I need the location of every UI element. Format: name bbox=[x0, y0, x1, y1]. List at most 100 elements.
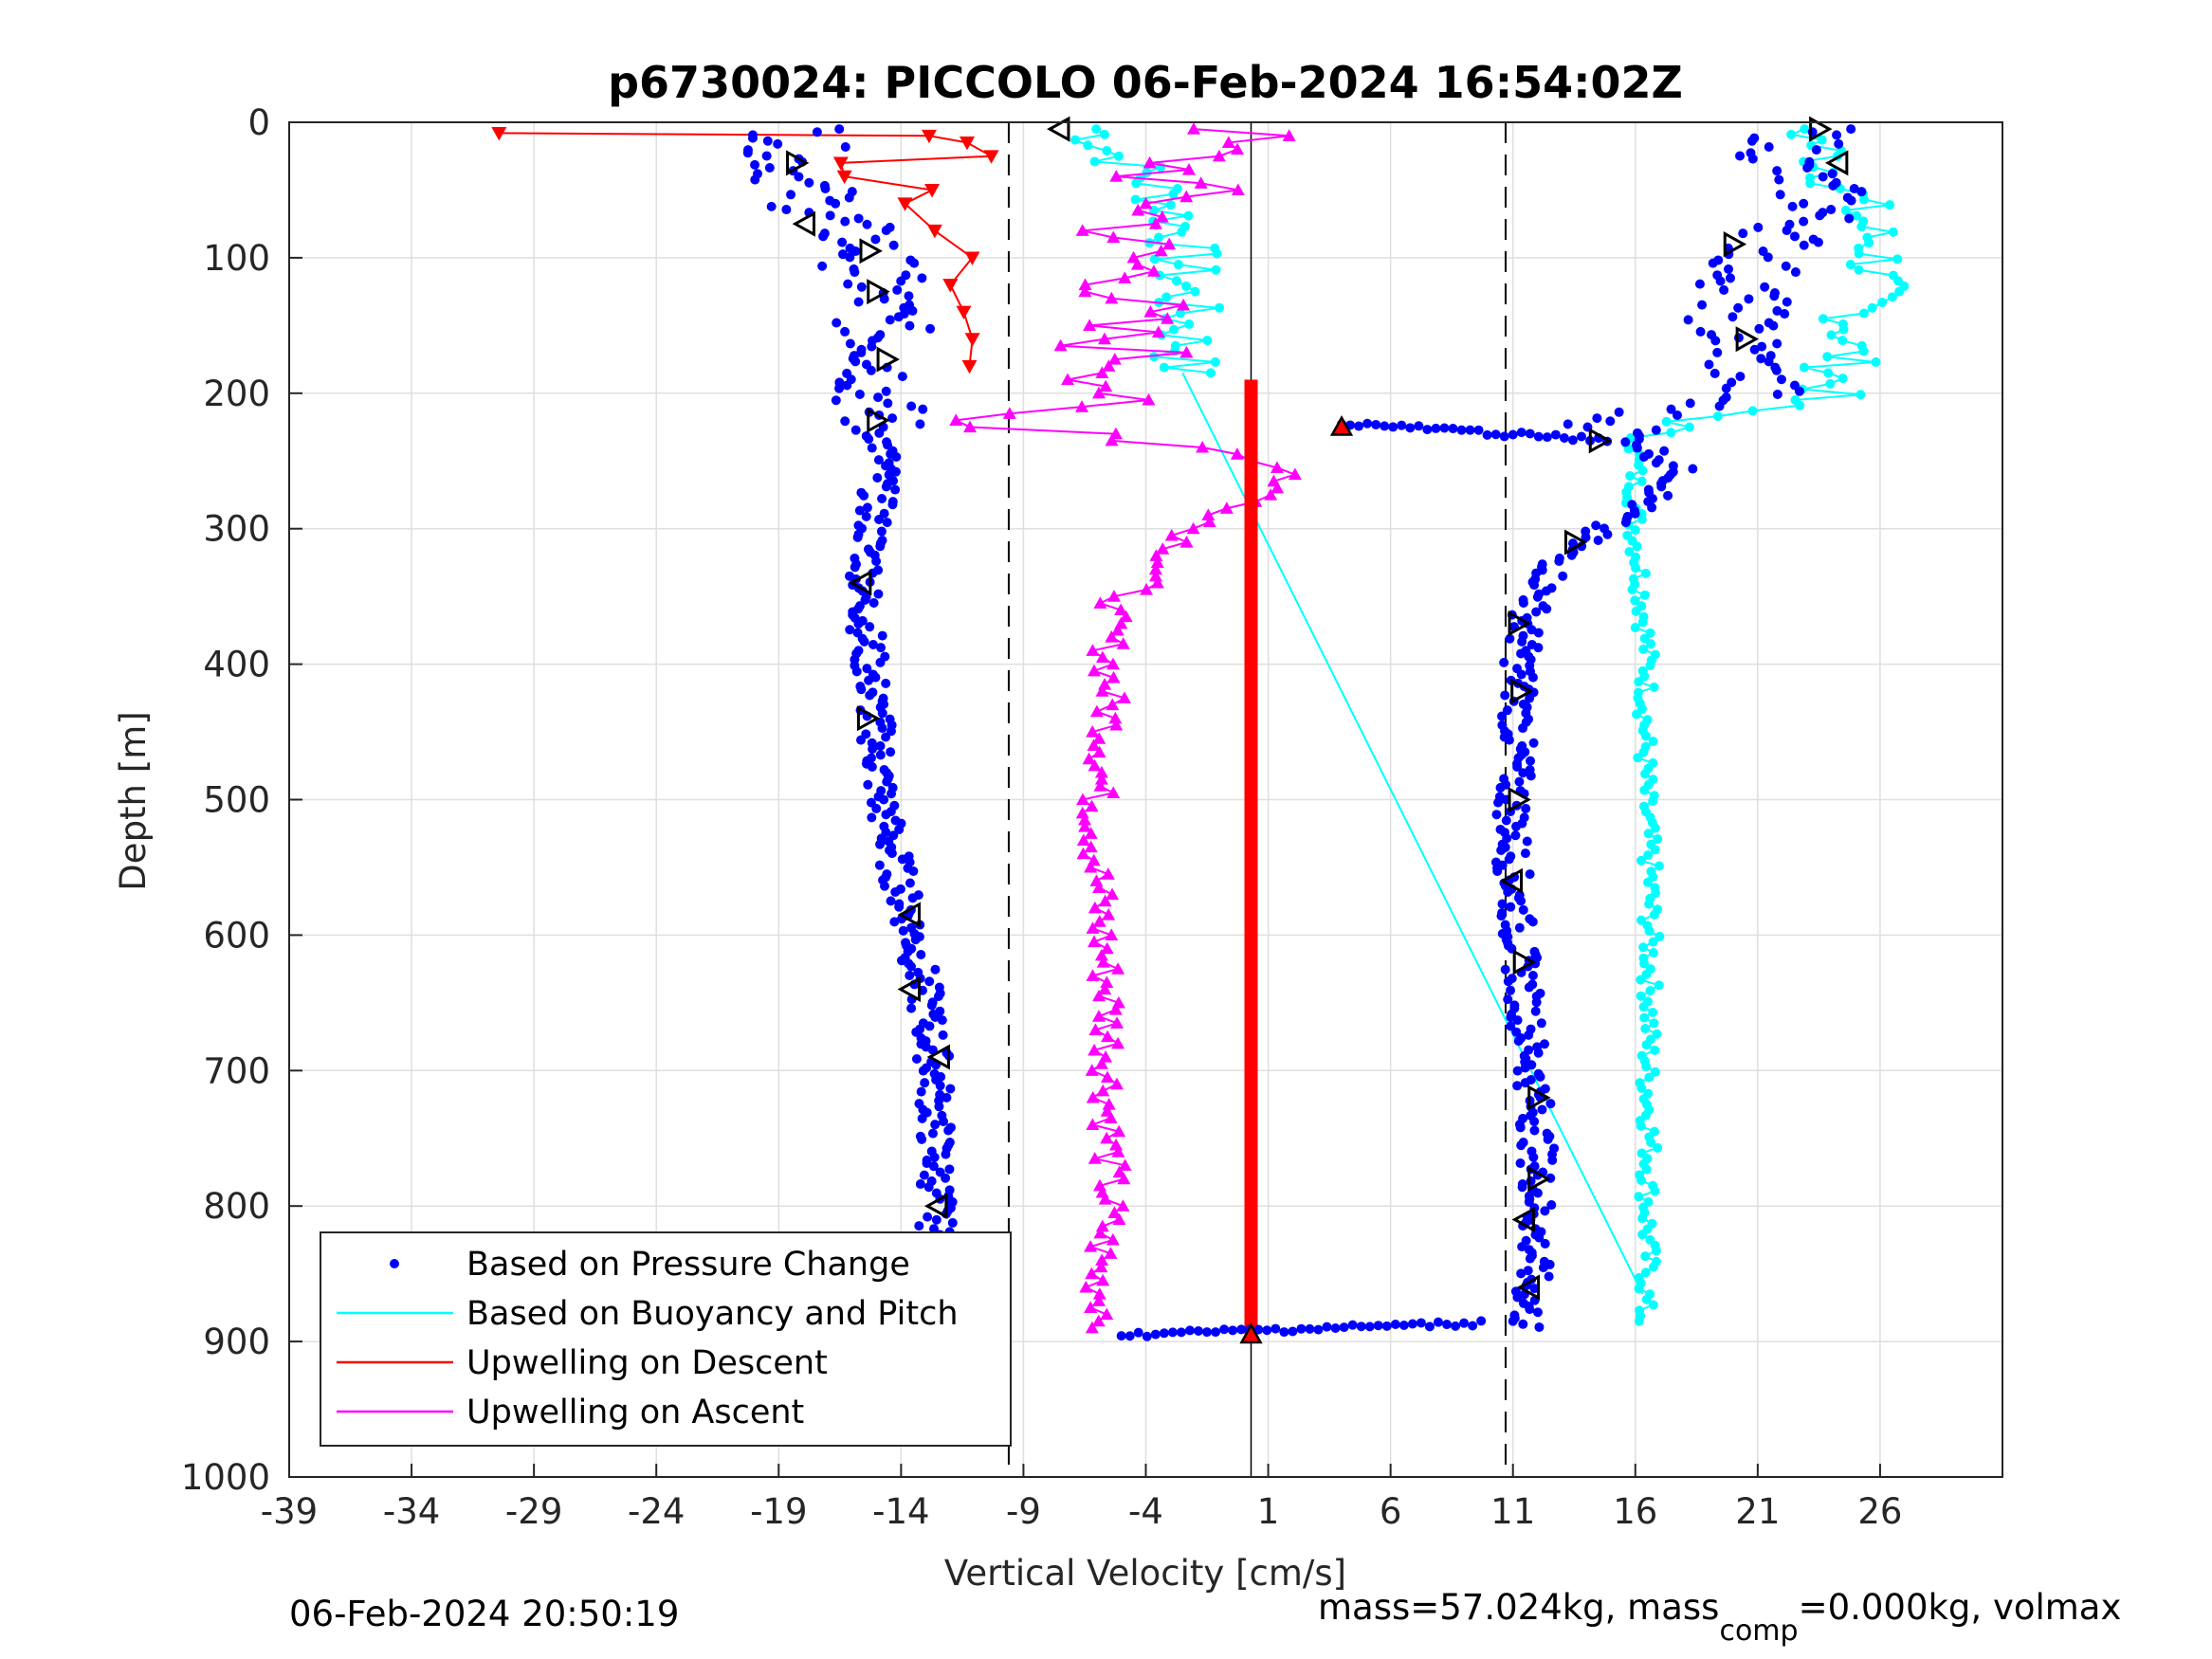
pressure-change-point bbox=[1496, 911, 1507, 921]
buoyancy-pitch-point bbox=[1654, 980, 1664, 991]
pressure-change-point bbox=[1523, 1266, 1533, 1276]
pressure-change-point bbox=[1522, 836, 1532, 847]
buoyancy-pitch-point bbox=[1639, 633, 1650, 644]
upwelling-ascent-marker bbox=[1094, 948, 1108, 961]
pressure-change-point bbox=[1532, 1307, 1543, 1318]
pressure-change-point bbox=[1514, 776, 1525, 787]
pressure-change-point bbox=[1541, 586, 1551, 596]
pressure-change-point bbox=[872, 472, 883, 483]
x-tick-label: -19 bbox=[750, 1491, 807, 1532]
buoyancy-pitch-point bbox=[1636, 975, 1646, 985]
buoyancy-pitch-point bbox=[1625, 470, 1636, 481]
pressure-change-point bbox=[914, 1221, 924, 1231]
event-triangle-marker bbox=[848, 570, 872, 596]
pressure-change-point bbox=[1439, 423, 1450, 433]
pressure-change-point bbox=[875, 740, 886, 751]
pressure-change-point bbox=[1405, 423, 1416, 433]
pressure-change-point bbox=[844, 192, 854, 203]
pressure-change-point bbox=[1529, 1125, 1540, 1136]
pressure-change-point bbox=[1491, 810, 1502, 820]
upwelling-ascent-marker bbox=[1105, 433, 1119, 447]
pressure-change-point bbox=[865, 622, 875, 632]
pressure-change-point bbox=[840, 416, 850, 427]
pressure-change-point bbox=[794, 172, 804, 182]
upwelling-ascent-marker bbox=[1154, 244, 1168, 257]
pressure-change-point bbox=[915, 1179, 925, 1190]
pressure-change-point bbox=[929, 1152, 940, 1162]
pressure-change-point bbox=[875, 839, 886, 849]
pressure-change-point bbox=[1802, 163, 1813, 173]
pressure-change-point bbox=[1753, 222, 1764, 232]
upwelling-descent-marker bbox=[924, 184, 941, 198]
pressure-change-point bbox=[1760, 282, 1770, 292]
upwelling-ascent-marker bbox=[1106, 590, 1121, 602]
buoyancy-pitch-point bbox=[1823, 368, 1834, 378]
buoyancy-pitch-point bbox=[1641, 1040, 1652, 1050]
pressure-change-point bbox=[1150, 1329, 1161, 1340]
pressure-change-point bbox=[1442, 1320, 1453, 1330]
upwelling-ascent-marker bbox=[1092, 881, 1106, 893]
upwelling-ascent-marker bbox=[1096, 1273, 1110, 1286]
pressure-change-point bbox=[1710, 336, 1721, 346]
pressure-change-point bbox=[1142, 1331, 1152, 1341]
event-triangle-marker bbox=[1527, 1085, 1551, 1111]
upwelling-ascent-marker bbox=[1150, 575, 1164, 589]
pressure-change-point bbox=[1534, 1322, 1545, 1332]
x-tick-label: 11 bbox=[1490, 1491, 1535, 1532]
buoyancy-pitch-point bbox=[1144, 238, 1155, 248]
pressure-change-point bbox=[1271, 1323, 1281, 1334]
pressure-change-point bbox=[855, 735, 866, 745]
legend-label: Based on Pressure Change bbox=[466, 1246, 910, 1284]
pressure-change-point bbox=[1525, 1304, 1535, 1315]
upwelling-ascent-marker bbox=[1100, 1131, 1114, 1144]
upwelling-ascent-marker bbox=[1117, 1172, 1131, 1185]
upwelling-ascent-marker bbox=[1111, 962, 1125, 975]
pressure-change-point bbox=[919, 1170, 929, 1180]
pressure-change-point bbox=[1533, 431, 1544, 442]
pressure-change-point bbox=[887, 413, 898, 424]
upwelling-ascent-marker bbox=[1087, 738, 1101, 751]
buoyancy-pitch-point bbox=[1636, 991, 1646, 1001]
pressure-change-point bbox=[923, 1212, 933, 1222]
pressure-change-point bbox=[929, 1224, 940, 1234]
buoyancy-pitch-point bbox=[1666, 428, 1676, 438]
upwelling-ascent-marker bbox=[1142, 392, 1156, 406]
pressure-change-point bbox=[1683, 315, 1693, 325]
upwelling-ascent-marker bbox=[1086, 1118, 1100, 1131]
upwelling-ascent-marker bbox=[1086, 921, 1100, 934]
upwelling-ascent-marker bbox=[1061, 373, 1075, 386]
pressure-change-point bbox=[1591, 520, 1601, 531]
pressure-change-point bbox=[868, 640, 879, 650]
pressure-change-point bbox=[1516, 896, 1526, 906]
pressure-change-point bbox=[1539, 1039, 1549, 1049]
upwelling-ascent-marker bbox=[1076, 847, 1090, 860]
pressure-change-point bbox=[1799, 240, 1809, 250]
buoyancy-pitch-point bbox=[1636, 476, 1647, 486]
upwelling-ascent-marker bbox=[1093, 1226, 1107, 1239]
upwelling-ascent-marker bbox=[1076, 833, 1090, 846]
buoyancy-pitch-point bbox=[1644, 899, 1654, 909]
pressure-change-point bbox=[1666, 404, 1676, 414]
pressure-change-point bbox=[1712, 347, 1723, 357]
pressure-change-point bbox=[1517, 1182, 1527, 1193]
pressure-change-point bbox=[930, 1120, 941, 1130]
pressure-change-point bbox=[906, 401, 917, 411]
buoyancy-pitch-point bbox=[1636, 1083, 1647, 1093]
x-tick-label: -39 bbox=[261, 1491, 318, 1532]
pressure-change-point bbox=[1262, 1325, 1272, 1336]
buoyancy-pitch-point bbox=[1210, 356, 1220, 367]
buoyancy-pitch-point bbox=[1892, 254, 1903, 264]
pressure-change-point bbox=[1124, 1331, 1135, 1341]
upwelling-ascent-marker bbox=[1100, 941, 1114, 955]
pressure-change-point bbox=[1534, 1232, 1545, 1243]
pressure-change-point bbox=[868, 744, 878, 755]
upwelling-ascent-marker bbox=[1219, 501, 1234, 514]
pressure-change-point bbox=[852, 532, 863, 542]
upwelling-ascent-marker bbox=[1106, 230, 1121, 244]
pressure-change-point bbox=[1543, 1134, 1553, 1144]
pressure-change-point bbox=[1520, 848, 1530, 859]
event-triangle-marker bbox=[1824, 150, 1849, 176]
pressure-change-point bbox=[877, 723, 887, 734]
pressure-change-point bbox=[1116, 1331, 1126, 1341]
buoyancy-pitch-point bbox=[1650, 1186, 1660, 1196]
